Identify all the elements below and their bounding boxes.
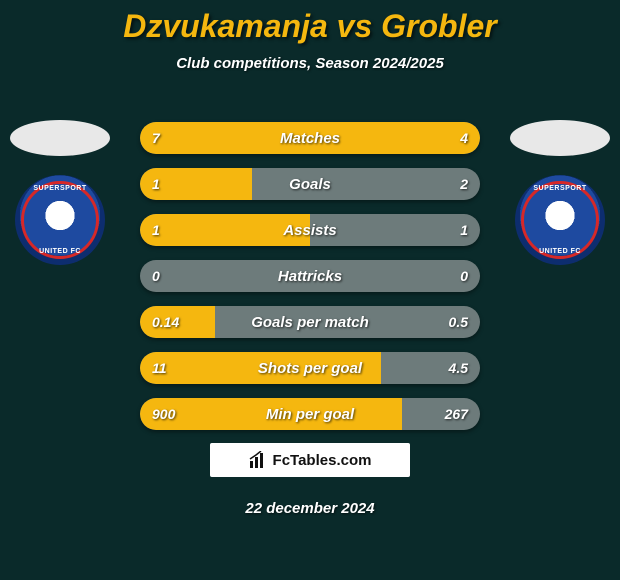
stat-bar: 12Goals xyxy=(140,168,480,200)
player-photo-placeholder-left xyxy=(10,120,110,156)
stat-bar: 0.140.5Goals per match xyxy=(140,306,480,338)
player-photo-placeholder-right xyxy=(510,120,610,156)
stat-label: Matches xyxy=(140,122,480,154)
snapshot-date: 22 december 2024 xyxy=(0,500,620,517)
stat-label: Assists xyxy=(140,214,480,246)
chart-icon xyxy=(249,451,267,469)
stat-bar: 11Assists xyxy=(140,214,480,246)
badge-text-top: SUPERSPORT xyxy=(33,185,86,192)
stat-bar: 00Hattricks xyxy=(140,260,480,292)
stat-label: Shots per goal xyxy=(140,352,480,384)
team-badge-right: SUPERSPORT UNITED FC xyxy=(515,175,605,265)
stat-bar: 114.5Shots per goal xyxy=(140,352,480,384)
stat-label: Goals xyxy=(140,168,480,200)
footer-brand-text: FcTables.com xyxy=(273,452,372,469)
stat-label: Hattricks xyxy=(140,260,480,292)
comparison-title: Dzvukamanja vs Grobler xyxy=(0,0,620,45)
stat-label: Goals per match xyxy=(140,306,480,338)
stat-label: Min per goal xyxy=(140,398,480,430)
badge-text-bottom: UNITED FC xyxy=(39,248,81,255)
badge-text-bottom: UNITED FC xyxy=(539,248,581,255)
stat-bar: 900267Min per goal xyxy=(140,398,480,430)
stat-bar: 74Matches xyxy=(140,122,480,154)
team-badge-left: SUPERSPORT UNITED FC xyxy=(15,175,105,265)
fctables-logo: FcTables.com xyxy=(210,443,410,477)
season-subtitle: Club competitions, Season 2024/2025 xyxy=(0,55,620,72)
stats-bars-container: 74Matches 12Goals 11Assists 00Hattricks 0.14… xyxy=(140,122,480,444)
badge-text-top: SUPERSPORT xyxy=(533,185,586,192)
